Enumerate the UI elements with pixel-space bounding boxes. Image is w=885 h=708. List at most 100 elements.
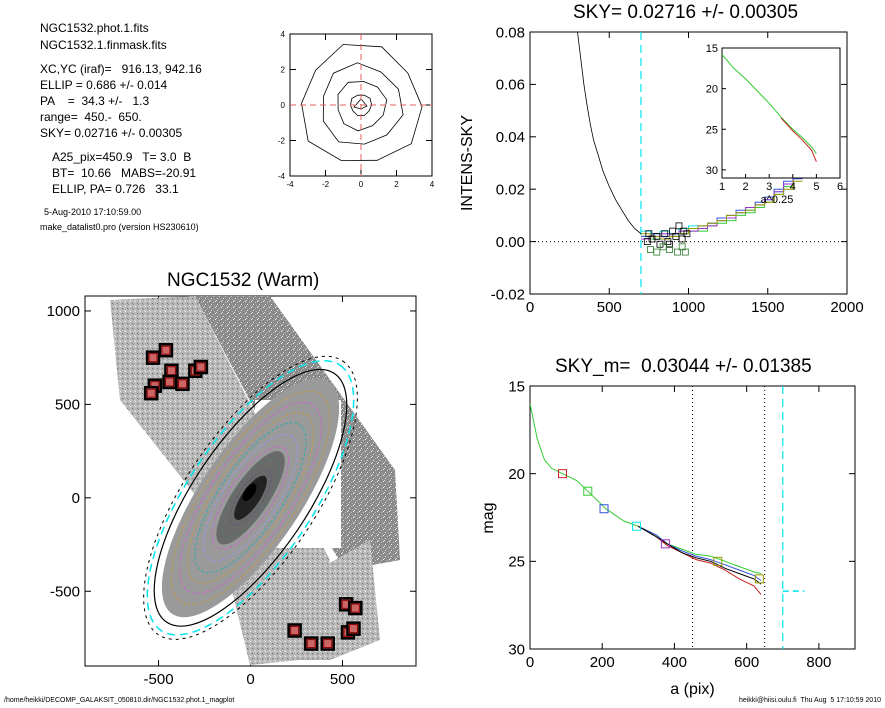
info-program: make_datalist0.pro (version HS230610) <box>40 222 199 232</box>
y-tick-label: 25 <box>508 554 525 571</box>
y-tick-label: -0.02 <box>491 286 525 303</box>
y-tick-label: -4 <box>278 172 286 181</box>
sky-plot-area <box>530 32 847 294</box>
x-tick-label: 500 <box>330 671 355 688</box>
y-tick-label: 0.00 <box>496 234 525 251</box>
inset-x-tick-label: 3 <box>766 181 772 193</box>
isophote-ellipse <box>187 412 314 584</box>
mask-box <box>346 621 361 636</box>
y-tick-label: 1000 <box>47 303 80 320</box>
mag-curve-0 <box>530 403 762 575</box>
sky-sample-point <box>645 230 653 238</box>
contour-line <box>301 44 423 161</box>
mask-box <box>348 600 363 616</box>
image-area <box>110 296 400 665</box>
y-tick-label: 0 <box>281 101 286 110</box>
mask-box <box>303 636 319 651</box>
y-tick-label: -500 <box>50 584 80 601</box>
sky-sample-point <box>653 232 661 240</box>
sky-inner-ellipse <box>146 359 355 636</box>
inset-y-tick-label: 25 <box>706 124 718 136</box>
inset-x-tick-label: 1 <box>719 181 725 193</box>
mag-marker <box>660 539 670 549</box>
mag-ylabel: mag <box>480 502 497 533</box>
mag-marker <box>558 469 567 479</box>
contour-lines <box>290 34 432 176</box>
mask-box-inner <box>177 379 187 389</box>
mask-box-inner <box>290 625 300 635</box>
info-line-pa: PA = 34.3 +/- 1.3 <box>40 94 150 108</box>
contour-line <box>337 81 388 132</box>
info-line-ellip-pa: ELLIP, PA= 0.726 33.1 <box>52 182 179 196</box>
sky-sample-point <box>678 235 686 243</box>
y-tick-label: -2 <box>278 136 286 145</box>
info-line-sky: SKY= 0.02716 +/- 0.00305 <box>40 126 183 140</box>
y-tick-label: 2 <box>281 65 286 74</box>
inset-x-tick-label: 5 <box>813 181 819 193</box>
image-title: NGC1532 (Warm) <box>167 270 320 291</box>
mag-plot-area <box>530 386 805 649</box>
y-tick-label: 15 <box>508 378 525 395</box>
mask-box-inner <box>196 362 206 372</box>
footer-path: /home/heikki/DECOMP_GALAKSIT_050810.dir/… <box>4 697 235 704</box>
sky-sample-point-green <box>674 248 681 256</box>
mask-box-inner <box>306 639 316 649</box>
y-tick-label: 0.06 <box>496 77 525 94</box>
isophote-ellipse <box>194 422 307 574</box>
mask-box <box>287 623 302 638</box>
contour-line <box>322 62 404 145</box>
inset-y-tick-label: 20 <box>706 84 718 96</box>
y-tick-label: 0 <box>72 490 80 507</box>
isophote-ellipse <box>202 434 299 562</box>
mag-marker <box>632 521 642 531</box>
info-timestamp: 5-Aug-2010 17:10:59.00 <box>44 207 142 217</box>
mag-curve-2 <box>638 525 762 582</box>
mask-box-inner <box>350 603 360 613</box>
mag-marker <box>599 504 609 514</box>
x-tick-label: 500 <box>597 299 622 316</box>
sky-sample-point <box>661 230 669 238</box>
a25-ellipse <box>153 368 348 627</box>
mask-box <box>175 376 190 392</box>
step-series-4 <box>641 180 803 240</box>
y-tick-label: 0.02 <box>496 181 525 198</box>
mask-box-inner <box>323 639 333 649</box>
isophote-ellipse <box>211 446 290 550</box>
x-tick-label: 1000 <box>672 299 705 316</box>
x-tick-label: -2 <box>322 180 330 189</box>
inset-curve-0 <box>721 54 817 154</box>
sky-outer-ellipse <box>143 355 358 640</box>
info-line-center: XC,YC (iraf)= 916.13, 942.16 <box>40 62 202 76</box>
footer-user: heikki@hiisi.oulu.fi Thu Aug 5 17:10:59 … <box>738 697 881 704</box>
inset-xlabel: a^0.25 <box>761 194 794 206</box>
mag-marker <box>583 486 593 496</box>
sky-sample-point-green <box>666 246 673 253</box>
sky-sample-point <box>675 222 683 230</box>
isophote-ellipse <box>170 390 331 605</box>
x-tick-label: 2 <box>394 180 399 189</box>
sky-ylabel: INTENS-SKY <box>459 115 476 211</box>
sky-sample-point-green <box>678 243 686 251</box>
mask-box-inner <box>146 388 156 398</box>
info-line-a25: A25_pix=450.9 T= 3.0 B <box>52 150 192 164</box>
x-tick-label: 200 <box>590 654 615 671</box>
x-tick-label: 0 <box>526 299 534 316</box>
y-tick-label: 4 <box>281 30 286 39</box>
mag-marker <box>713 556 723 566</box>
mag-xlabel: a (pix) <box>670 681 714 698</box>
x-tick-label: 1500 <box>751 299 784 316</box>
inset-curve-1 <box>780 117 817 162</box>
x-tick-label: -500 <box>144 671 174 688</box>
info-line-mask: NGC1532.1.finmask.fits <box>40 38 167 52</box>
x-tick-label: 600 <box>734 654 759 671</box>
inset-x-tick-label: 4 <box>790 181 796 193</box>
inset-x-tick-label: 6 <box>837 181 843 193</box>
inset-y-tick-label: 15 <box>706 43 718 55</box>
inset-y-tick-label: 30 <box>706 165 718 177</box>
galaxy-image-plot: -500 0 500 -500 0 500 1000 <box>47 295 417 688</box>
sky-plot: 0 500 1000 1500 2000 -0.02 0.00 0.02 0.04 0.06 0.0… <box>459 24 864 316</box>
x-tick-label: 2000 <box>830 299 863 316</box>
mask-box-inner <box>148 353 158 363</box>
x-tick-label: 0 <box>526 654 534 671</box>
